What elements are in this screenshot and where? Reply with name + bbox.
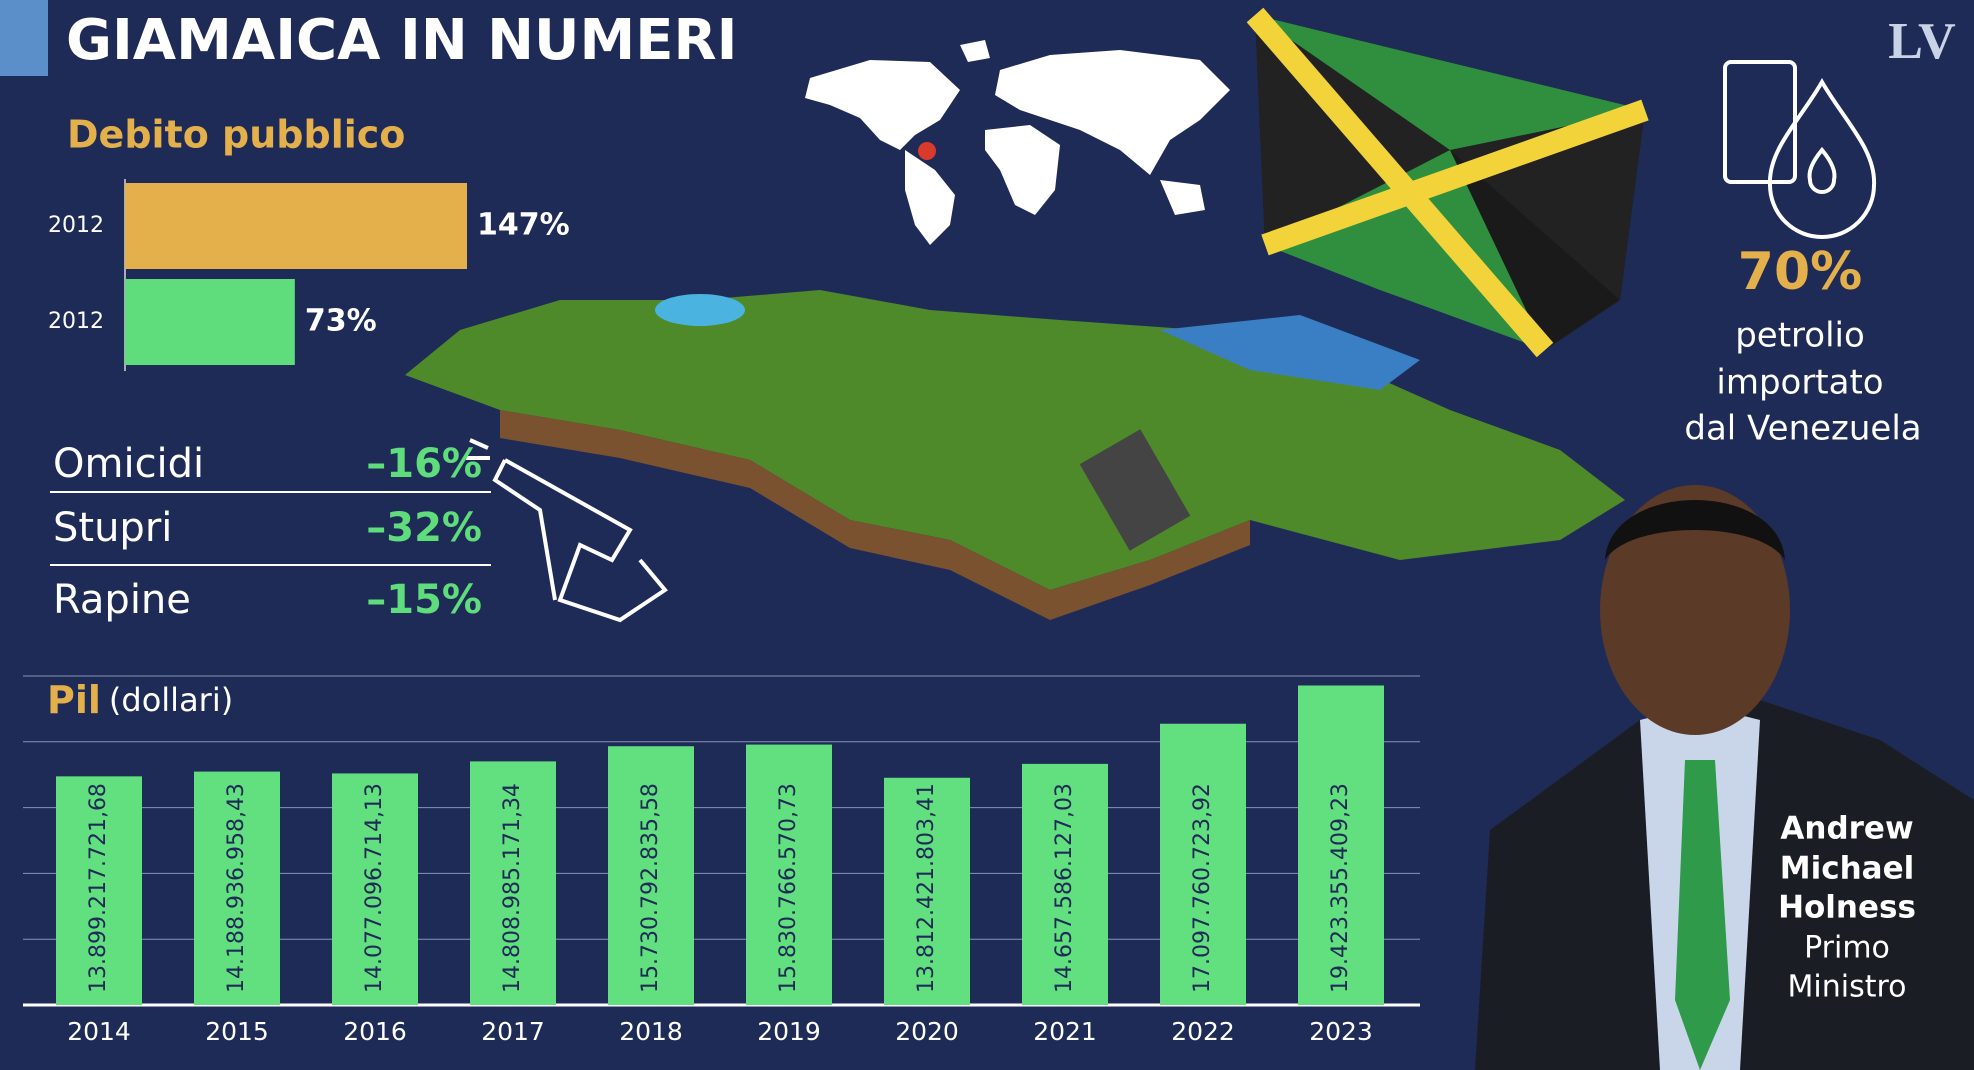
island-illustration — [405, 290, 1625, 620]
bar — [1298, 685, 1384, 1005]
bar — [125, 279, 295, 365]
person-name: Holness — [1778, 890, 1916, 926]
value-label: 14.657.586.127,03 — [1052, 783, 1077, 993]
bar — [125, 183, 467, 269]
x-tick-label: 2017 — [481, 1017, 545, 1046]
oil-icon — [1723, 60, 1877, 239]
value-label: 13.899.217.721,68 — [86, 783, 111, 993]
value-label: 14.808.985.171,34 — [500, 783, 525, 993]
x-tick-label: 2022 — [1171, 1017, 1235, 1046]
crime-value: –15% — [366, 577, 482, 623]
x-tick-label: 2021 — [1033, 1017, 1097, 1046]
person-name: Andrew — [1780, 811, 1913, 847]
category-label: 2012 — [48, 213, 104, 238]
bar — [608, 746, 694, 1005]
bar — [56, 776, 142, 1005]
crime-label: Rapine — [53, 577, 191, 623]
oil-value: 70% — [1738, 242, 1862, 302]
value-label: 14.077.096.714,13 — [362, 783, 387, 993]
chart-subtitle: (dollari) — [109, 681, 233, 719]
oil-text: importato — [1716, 363, 1883, 403]
page-title: GIAMAICA IN NUMERI — [66, 8, 737, 73]
person-name: Michael — [1780, 851, 1915, 887]
oil-text: dal Venezuela — [1684, 409, 1921, 449]
x-tick-label: 2014 — [67, 1017, 131, 1046]
oil-text: petrolio — [1735, 316, 1865, 356]
value-label: 73% — [305, 304, 377, 339]
category-label: 2012 — [48, 309, 104, 334]
person-photo — [1475, 485, 1974, 1070]
value-label: 13.812.421.803,41 — [914, 783, 939, 993]
gun-icon — [466, 438, 668, 623]
value-label: 19.423.355.409,23 — [1328, 783, 1353, 993]
x-tick-label: 2016 — [343, 1017, 407, 1046]
x-tick-label: 2018 — [619, 1017, 683, 1046]
bar — [194, 771, 280, 1005]
bar — [746, 744, 832, 1005]
bar — [470, 761, 556, 1005]
crime-label: Omicidi — [53, 441, 204, 487]
bar — [1022, 763, 1108, 1005]
bar — [884, 777, 970, 1005]
person-role: Primo — [1804, 931, 1890, 966]
chart-title: Pil (dollari) — [47, 678, 233, 722]
world-map — [805, 40, 1230, 245]
value-label: 15.730.792.835,58 — [638, 783, 663, 993]
bar — [332, 773, 418, 1005]
crime-value: –16% — [366, 441, 482, 487]
title-accent — [0, 0, 48, 76]
flag — [1246, 7, 1649, 358]
value-label: 15.830.766.570,73 — [776, 783, 801, 993]
x-tick-label: 2023 — [1309, 1017, 1373, 1046]
x-tick-label: 2019 — [757, 1017, 821, 1046]
value-label: 14.188.936.958,43 — [224, 783, 249, 993]
value-label: 147% — [477, 208, 570, 243]
map-pin — [918, 142, 936, 160]
bar — [1160, 723, 1246, 1005]
value-label: 17.097.760.723,92 — [1190, 783, 1215, 993]
chart-title: Pil — [47, 678, 101, 722]
crime-value: –32% — [366, 505, 482, 551]
charts: Debito pubblico 2012 147% 2012 73% Pil (dollar… — [23, 113, 1420, 1046]
chart-title: Debito pubblico — [67, 113, 405, 157]
crime-label: Stupri — [53, 505, 172, 551]
logo: LV — [1888, 13, 1955, 70]
x-tick-label: 2015 — [205, 1017, 269, 1046]
x-tick-label: 2020 — [895, 1017, 959, 1046]
person-role: Ministro — [1788, 970, 1907, 1005]
